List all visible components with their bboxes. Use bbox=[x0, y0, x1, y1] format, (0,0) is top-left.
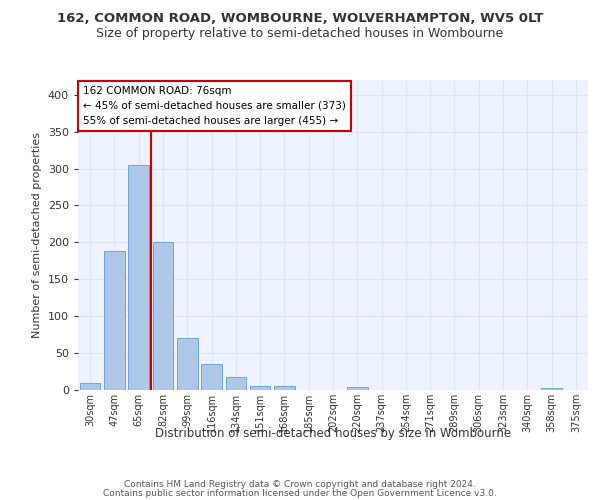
Text: 162 COMMON ROAD: 76sqm
← 45% of semi-detached houses are smaller (373)
55% of se: 162 COMMON ROAD: 76sqm ← 45% of semi-det… bbox=[83, 86, 346, 126]
Bar bbox=[104, 251, 125, 390]
Text: Size of property relative to semi-detached houses in Wombourne: Size of property relative to semi-detach… bbox=[97, 28, 503, 40]
Bar bbox=[347, 387, 368, 390]
Text: 162, COMMON ROAD, WOMBOURNE, WOLVERHAMPTON, WV5 0LT: 162, COMMON ROAD, WOMBOURNE, WOLVERHAMPT… bbox=[57, 12, 543, 26]
Y-axis label: Number of semi-detached properties: Number of semi-detached properties bbox=[32, 132, 42, 338]
Bar bbox=[250, 386, 271, 390]
Text: Distribution of semi-detached houses by size in Wombourne: Distribution of semi-detached houses by … bbox=[155, 428, 511, 440]
Bar bbox=[201, 364, 222, 390]
Bar bbox=[128, 165, 149, 390]
Text: Contains HM Land Registry data © Crown copyright and database right 2024.: Contains HM Land Registry data © Crown c… bbox=[124, 480, 476, 489]
Bar bbox=[274, 386, 295, 390]
Text: Contains public sector information licensed under the Open Government Licence v3: Contains public sector information licen… bbox=[103, 488, 497, 498]
Bar bbox=[152, 242, 173, 390]
Bar bbox=[226, 378, 246, 390]
Bar bbox=[177, 338, 197, 390]
Bar bbox=[80, 382, 100, 390]
Bar bbox=[541, 388, 562, 390]
